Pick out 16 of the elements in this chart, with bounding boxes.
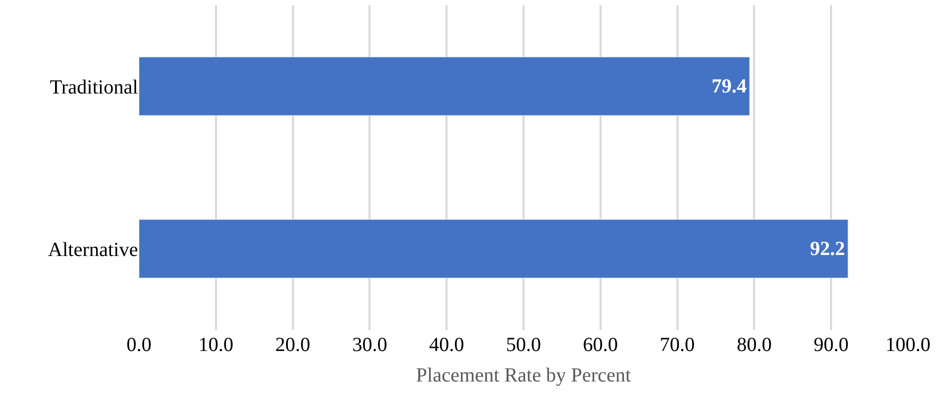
x-tick-label: 30.0: [352, 334, 388, 356]
x-tick-label: 100.0: [886, 334, 930, 356]
data-label: 79.4: [712, 75, 747, 98]
x-tick-label: 80.0: [736, 334, 772, 356]
x-tick-label: 20.0: [275, 334, 310, 356]
y-tick-label: Alternative: [48, 238, 138, 261]
x-tick-label: 70.0: [660, 334, 695, 356]
x-tick-label: 0.0: [126, 334, 152, 356]
x-tick-label: 60.0: [582, 334, 618, 356]
x-tick-label: 50.0: [506, 334, 541, 356]
x-tick-label: 40.0: [429, 334, 464, 356]
x-axis-title: Placement Rate by Percent: [416, 364, 632, 386]
data-label: 92.2: [810, 238, 846, 260]
x-tick-label: 90.0: [814, 334, 849, 356]
y-tick-label: Traditional: [50, 76, 138, 98]
x-tick-label: 10.0: [198, 334, 234, 356]
